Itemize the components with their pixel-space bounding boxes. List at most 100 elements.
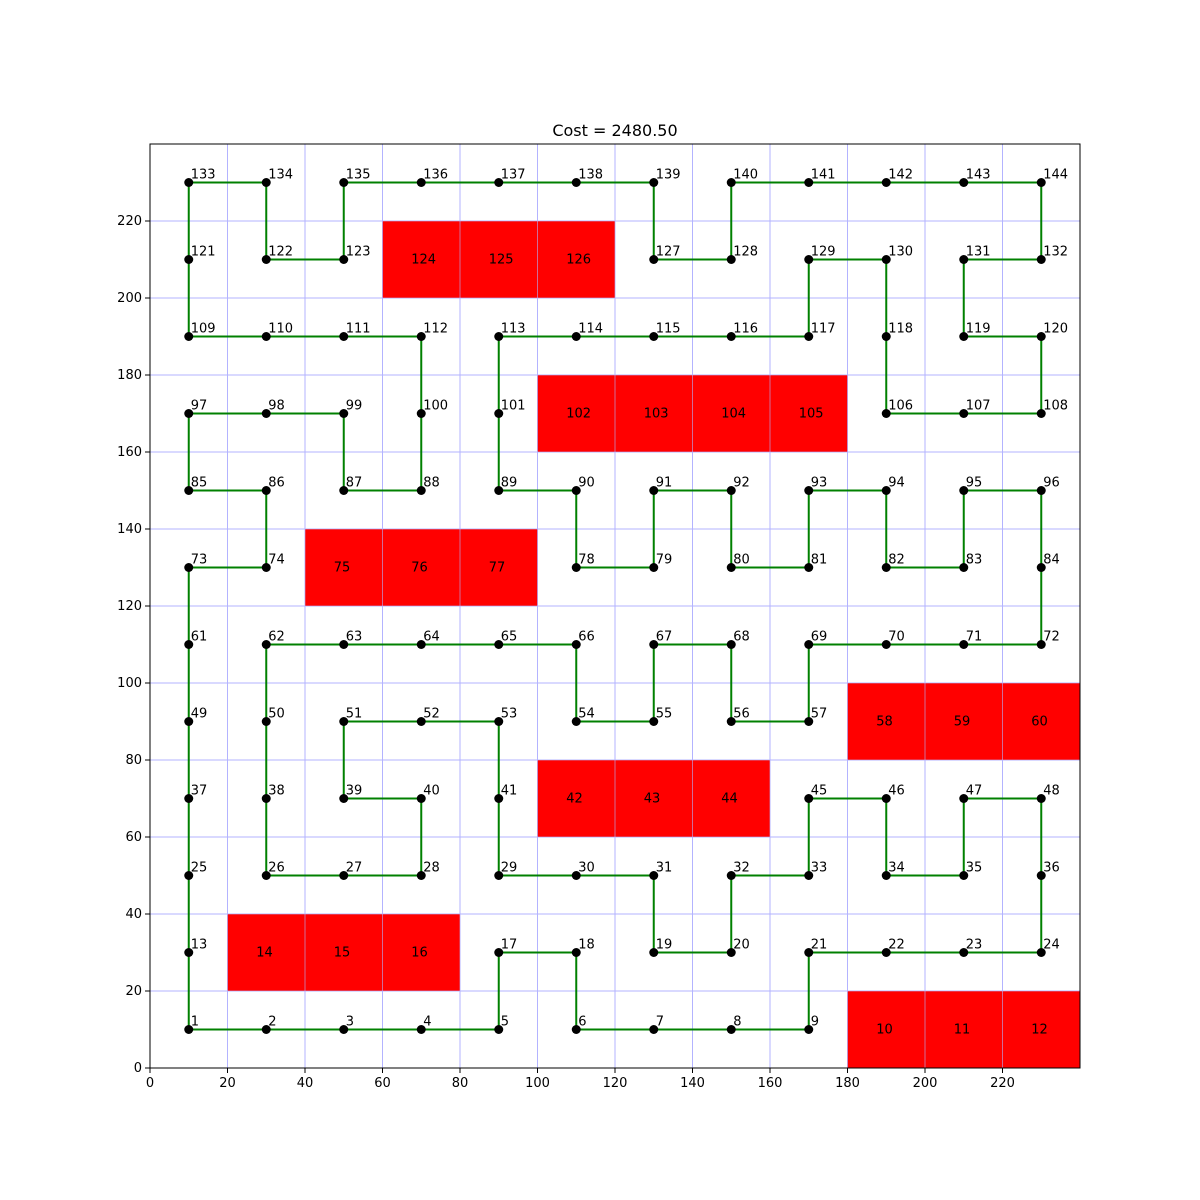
node-label: 37 bbox=[191, 784, 208, 799]
node-point bbox=[494, 178, 504, 187]
x-tick-label: 140 bbox=[680, 1076, 705, 1091]
obstacle-cell bbox=[692, 375, 770, 452]
node-point bbox=[571, 717, 581, 726]
node-label: 94 bbox=[888, 476, 905, 491]
node-label: 100 bbox=[423, 399, 448, 414]
node-point bbox=[416, 871, 426, 880]
node-point bbox=[959, 332, 969, 341]
node-label: 39 bbox=[346, 784, 363, 799]
node-label: 87 bbox=[346, 476, 363, 491]
node-label: 112 bbox=[423, 322, 448, 337]
obstacle-label: 42 bbox=[566, 792, 583, 807]
node-label: 64 bbox=[423, 630, 440, 645]
node-label: 110 bbox=[268, 322, 293, 337]
obstacle-label: 10 bbox=[876, 1023, 893, 1038]
node-label: 36 bbox=[1043, 861, 1060, 876]
node-point bbox=[494, 717, 504, 726]
node-point bbox=[339, 255, 349, 264]
node-label: 89 bbox=[501, 476, 518, 491]
obstacle-cell bbox=[382, 914, 460, 991]
node-point bbox=[261, 871, 271, 880]
node-point bbox=[339, 1025, 349, 1034]
node-point bbox=[184, 255, 194, 264]
node-point bbox=[1036, 948, 1046, 957]
node-point bbox=[804, 255, 814, 264]
node-point bbox=[881, 871, 891, 880]
node-label: 99 bbox=[346, 399, 363, 414]
node-point bbox=[804, 717, 814, 726]
node-point bbox=[1036, 640, 1046, 649]
node-label: 32 bbox=[733, 861, 750, 876]
node-label: 66 bbox=[578, 630, 595, 645]
node-label: 86 bbox=[268, 476, 285, 491]
node-label: 30 bbox=[578, 861, 595, 876]
node-label: 114 bbox=[578, 322, 603, 337]
node-label: 130 bbox=[888, 245, 913, 260]
x-tick-label: 0 bbox=[146, 1076, 154, 1091]
node-label: 118 bbox=[888, 322, 913, 337]
obstacle-cell bbox=[615, 375, 693, 452]
node-point bbox=[804, 563, 814, 572]
node-label: 20 bbox=[733, 938, 750, 953]
obstacle-label: 124 bbox=[411, 253, 436, 268]
node-point bbox=[881, 563, 891, 572]
node-point bbox=[339, 332, 349, 341]
node-point bbox=[881, 332, 891, 341]
node-label: 23 bbox=[966, 938, 983, 953]
node-label: 24 bbox=[1043, 938, 1060, 953]
node-label: 41 bbox=[501, 784, 518, 799]
node-label: 4 bbox=[423, 1015, 431, 1030]
node-point bbox=[726, 1025, 736, 1034]
node-point bbox=[1036, 332, 1046, 341]
y-tick-label: 100 bbox=[117, 676, 142, 691]
obstacle-label: 11 bbox=[954, 1023, 971, 1038]
node-label: 92 bbox=[733, 476, 750, 491]
node-label: 140 bbox=[733, 168, 758, 183]
node-label: 69 bbox=[811, 630, 828, 645]
node-label: 46 bbox=[888, 784, 905, 799]
node-label: 121 bbox=[191, 245, 216, 260]
node-label: 83 bbox=[966, 553, 983, 568]
node-label: 18 bbox=[578, 938, 595, 953]
obstacle-label: 76 bbox=[411, 561, 428, 576]
x-tick-label: 180 bbox=[835, 1076, 860, 1091]
x-tick-label: 200 bbox=[913, 1076, 938, 1091]
node-label: 25 bbox=[191, 861, 208, 876]
node-label: 122 bbox=[268, 245, 293, 260]
node-point bbox=[959, 255, 969, 264]
node-point bbox=[571, 332, 581, 341]
node-point bbox=[959, 794, 969, 803]
node-label: 57 bbox=[811, 707, 828, 722]
node-label: 28 bbox=[423, 861, 440, 876]
node-point bbox=[804, 948, 814, 957]
node-label: 78 bbox=[578, 553, 595, 568]
node-point bbox=[184, 1025, 194, 1034]
node-label: 63 bbox=[346, 630, 363, 645]
obstacle-label: 14 bbox=[256, 946, 273, 961]
node-label: 134 bbox=[268, 168, 293, 183]
node-label: 52 bbox=[423, 707, 440, 722]
node-point bbox=[339, 409, 349, 418]
node-label: 107 bbox=[966, 399, 991, 414]
node-label: 111 bbox=[346, 322, 371, 337]
node-point bbox=[184, 717, 194, 726]
node-label: 137 bbox=[501, 168, 526, 183]
node-label: 3 bbox=[346, 1015, 354, 1030]
node-point bbox=[184, 871, 194, 880]
node-label: 47 bbox=[966, 784, 983, 799]
node-point bbox=[184, 563, 194, 572]
node-point bbox=[261, 717, 271, 726]
obstacle-cell bbox=[770, 375, 848, 452]
obstacle-cell bbox=[1002, 991, 1080, 1068]
node-point bbox=[184, 948, 194, 957]
node-point bbox=[339, 178, 349, 187]
node-label: 131 bbox=[966, 245, 991, 260]
node-label: 101 bbox=[501, 399, 526, 414]
node-label: 106 bbox=[888, 399, 913, 414]
node-label: 88 bbox=[423, 476, 440, 491]
node-point bbox=[959, 563, 969, 572]
node-label: 49 bbox=[191, 707, 208, 722]
x-tick-label: 220 bbox=[990, 1076, 1015, 1091]
x-tick-label: 160 bbox=[758, 1076, 783, 1091]
node-point bbox=[184, 486, 194, 495]
